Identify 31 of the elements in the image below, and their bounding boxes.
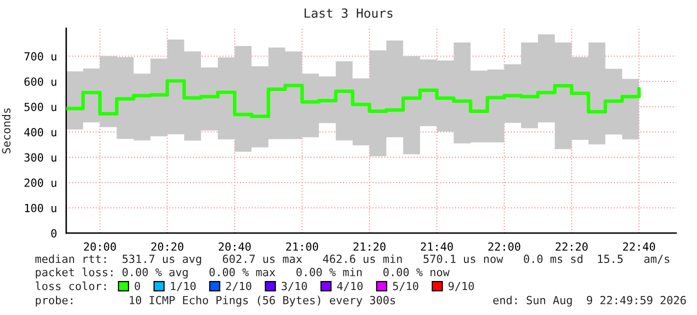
legend-label: 3/10 [282,282,307,292]
x-tick-label: 22:40 [623,242,656,251]
x-tick-label: 21:40 [420,242,453,251]
legend-label: 4/10 [337,282,363,292]
y-tick-label: 100 u [25,204,56,212]
y-tick-label: 200 u [24,178,56,187]
x-tick-label: 22:00 [488,242,520,251]
legend-title: loss color: [36,282,106,290]
x-tick-label: 20:20 [151,242,184,251]
x-tick-label: 21:00 [286,242,318,251]
x-tick-label: 20:40 [218,242,251,251]
text: end: Sun Aug 9 22:49:59 2026 [493,296,686,307]
x-tick-label: 22:20 [556,242,588,251]
chart-title: Last 3 Hours [304,8,392,18]
text: packet loss: 0.00 % avg 0.00 % max 0.00 % min 0.00 % now [36,268,450,279]
text: probe: 10 ICMP Echo Pings (56 Bytes) every 300s [36,296,395,307]
legend-label: 2/10 [226,282,252,292]
y-tick-label: 400 u [24,128,56,136]
x-tick-label: 21:20 [354,242,386,251]
y-tick-label: 500 u [24,102,56,112]
legend-label: 9/10 [448,282,474,292]
legend-label: 5/10 [392,282,418,292]
y-tick-label: 600 u [24,77,56,86]
y-tick-label: 700 u [24,52,56,61]
legend-label: 1/10 [170,282,196,292]
text: median rtt: 531.7 us avg 602.7 us max 462.6 us min 570.1 us now 0.0 ms sd 15.5 am/s [35,254,670,266]
y-axis-title: Seconds [2,108,10,154]
y-tick-label: 0 [51,229,56,238]
y-tick-label: 300 u [24,153,56,162]
legend-label: 0 [134,282,140,290]
x-tick-label: 20:00 [84,242,116,251]
